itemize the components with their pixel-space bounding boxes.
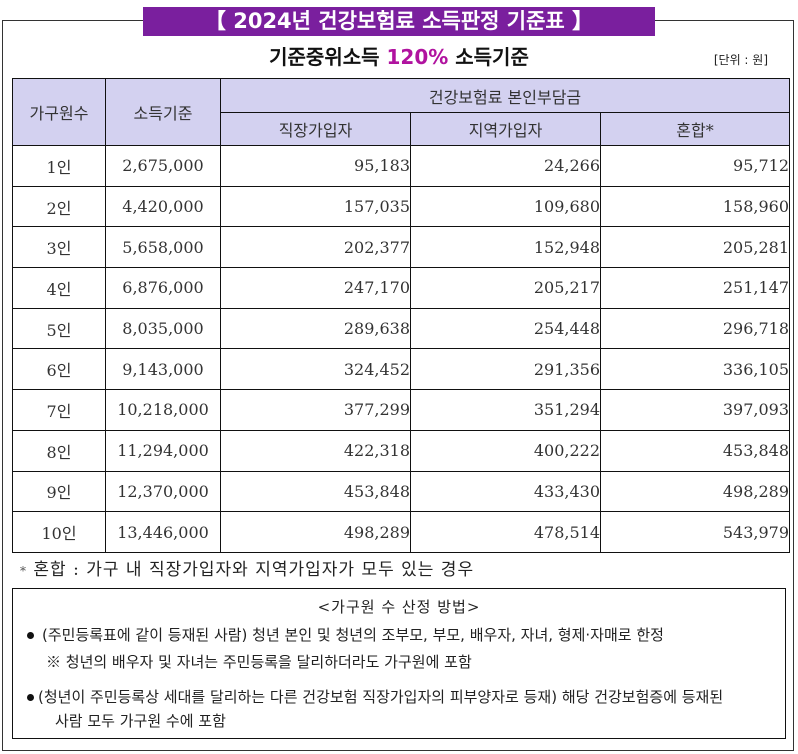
header-regional: 지역가입자	[410, 112, 601, 146]
cell-regional: 254,448	[410, 307, 601, 350]
header-income: 소득기준	[105, 78, 221, 146]
cell-household: 6인	[12, 348, 106, 391]
cell-employee: 95,183	[220, 145, 411, 187]
cell-mixed: 158,960	[599, 185, 791, 228]
cell-employee: 453,848	[220, 470, 411, 513]
cell-income: 5,658,000	[105, 226, 221, 269]
table-row: 5인 8,035,000 289,638 254,448 296,718	[12, 307, 791, 350]
table-row: 6인 9,143,000 324,452 291,356 336,105	[12, 348, 791, 391]
header-premium-group: 건강보험료 본인부담금	[219, 78, 791, 113]
note-bullet-2: (청년이 주민등록상 세대를 달리하는 다른 건강보험 직장가입자의 피부양자로…	[27, 686, 723, 707]
cell-employee: 324,452	[220, 348, 411, 391]
cell-income: 13,446,000	[105, 511, 221, 553]
cell-regional: 152,948	[410, 226, 601, 269]
cell-regional: 24,266	[410, 145, 601, 187]
cell-household: 3인	[12, 226, 106, 269]
footnote-text: 혼합 : 가구 내 직장가입자와 지역가입자가 모두 있는 경우	[27, 560, 475, 580]
note-bullet-1-text: (주민등록표에 같이 등재된 사람) 청년 본인 및 청년의 조부모, 부모, …	[42, 626, 664, 644]
cell-household: 1인	[12, 145, 106, 187]
table-row: 7인 10,218,000 377,299 351,294 397,093	[12, 389, 791, 431]
subtitle-percent: 120%	[386, 45, 449, 69]
table-row: 2인 4,420,000 157,035 109,680 158,960	[12, 185, 791, 228]
cell-household: 2인	[12, 185, 106, 228]
cell-regional: 205,217	[410, 267, 601, 309]
income-criteria-table: 가구원수 소득기준 건강보험료 본인부담금 직장가입자 지역가입자 혼합* 1인…	[12, 78, 791, 553]
cell-mixed: 251,147	[599, 267, 791, 309]
cell-regional: 351,294	[410, 389, 601, 431]
cell-mixed: 205,281	[599, 226, 791, 269]
cell-mixed: 397,093	[599, 389, 791, 431]
cell-household: 4인	[12, 267, 106, 309]
table-row: 3인 5,658,000 202,377 152,948 205,281	[12, 226, 791, 269]
header-employee: 직장가입자	[220, 112, 411, 146]
cell-income: 8,035,000	[105, 307, 221, 350]
cell-employee: 377,299	[220, 389, 411, 431]
cell-income: 9,143,000	[105, 348, 221, 391]
subtitle-suffix: 소득기준	[448, 45, 529, 69]
mixed-footnote: * 혼합 : 가구 내 직장가입자와 지역가입자가 모두 있는 경우	[20, 555, 474, 580]
header-mixed: 혼합*	[599, 112, 791, 146]
cell-household: 5인	[12, 307, 106, 350]
cell-mixed: 498,289	[599, 470, 791, 513]
cell-employee: 422,318	[220, 429, 411, 472]
note-sub-1: ※ 청년의 배우자 및 자녀는 주민등록을 달리하더라도 가구원에 포함	[46, 653, 472, 671]
cell-income: 2,675,000	[105, 145, 221, 187]
cell-regional: 291,356	[410, 348, 601, 391]
bullet-icon	[27, 632, 34, 639]
bullet-icon	[27, 694, 34, 701]
cell-regional: 109,680	[410, 185, 601, 228]
cell-income: 4,420,000	[105, 185, 221, 228]
note-bullet-2-cont: 사람 모두 가구원 수에 포함	[55, 712, 226, 730]
cell-household: 9인	[12, 470, 106, 513]
cell-mixed: 296,718	[599, 307, 791, 350]
cell-household: 7인	[12, 389, 106, 431]
cell-mixed: 336,105	[599, 348, 791, 391]
table-row: 8인 11,294,000 422,318 400,222 453,848	[12, 429, 791, 472]
cell-employee: 247,170	[220, 267, 411, 309]
cell-employee: 498,289	[220, 511, 411, 553]
cell-mixed: 543,979	[599, 511, 791, 553]
notes-title: <가구원 수 산정 방법>	[317, 598, 481, 616]
cell-household: 8인	[12, 429, 106, 472]
cell-regional: 433,430	[410, 470, 601, 513]
subtitle-prefix: 기준중위소득	[269, 45, 387, 69]
cell-mixed: 95,712	[599, 145, 791, 187]
cell-income: 11,294,000	[105, 429, 221, 472]
table-row: 9인 12,370,000 453,848 433,430 498,289	[12, 470, 791, 513]
page-title: 【 2024년 건강보험료 소득판정 기준표 】	[143, 7, 655, 36]
unit-label: [단위 : 원]	[713, 53, 768, 67]
household-count-notes: <가구원 수 산정 방법> (주민등록표에 같이 등재된 사람) 청년 본인 및…	[12, 588, 786, 739]
cell-income: 10,218,000	[105, 389, 221, 431]
table-row: 10인 13,446,000 498,289 478,514 543,979	[12, 511, 791, 553]
cell-mixed: 453,848	[599, 429, 791, 472]
note-bullet-1: (주민등록표에 같이 등재된 사람) 청년 본인 및 청년의 조부모, 부모, …	[27, 624, 664, 645]
cell-regional: 478,514	[410, 511, 601, 553]
cell-employee: 289,638	[220, 307, 411, 350]
cell-employee: 157,035	[220, 185, 411, 228]
cell-income: 12,370,000	[105, 470, 221, 513]
cell-employee: 202,377	[220, 226, 411, 269]
note-bullet-2-text: (청년이 주민등록상 세대를 달리하는 다른 건강보험 직장가입자의 피부양자로…	[38, 688, 724, 706]
cell-household: 10인	[12, 511, 106, 553]
cell-income: 6,876,000	[105, 267, 221, 309]
header-household: 가구원수	[12, 78, 106, 146]
subtitle: 기준중위소득 120% 소득기준	[0, 44, 798, 70]
asterisk-mark: *	[20, 564, 27, 578]
table-row: 4인 6,876,000 247,170 205,217 251,147	[12, 267, 791, 309]
cell-regional: 400,222	[410, 429, 601, 472]
table-row: 1인 2,675,000 95,183 24,266 95,712	[12, 145, 791, 187]
